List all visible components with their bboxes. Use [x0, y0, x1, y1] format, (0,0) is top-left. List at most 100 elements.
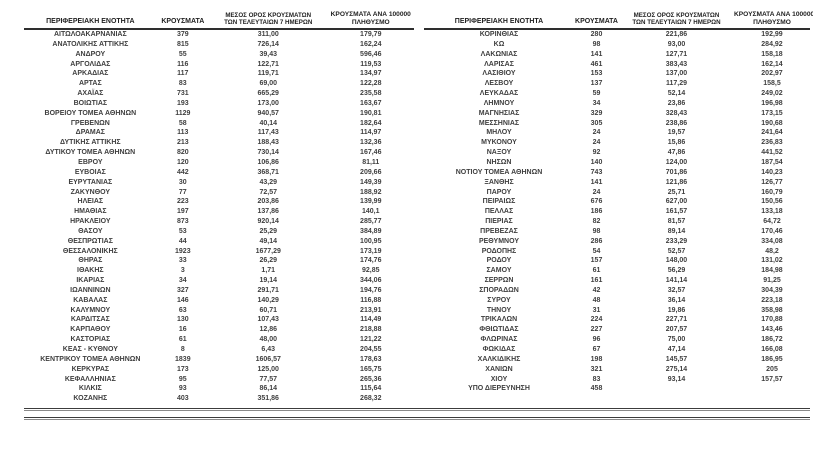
- cases-cell: 198: [590, 355, 603, 363]
- cases-cell: 58: [178, 119, 187, 127]
- left-table-body: ΑΙΤΩΛΟΑΚΑΡΝΑΝΙΑΣ 379 311,00 179,79 ΑΝΑΤΟ…: [24, 29, 414, 404]
- table-row: ΠΕΛΛΑΣ 186 161,57 133,18: [424, 207, 810, 217]
- per100k-cell: 223,18: [761, 296, 783, 304]
- per100k-cell: 158,5: [763, 80, 781, 88]
- cases-cell: 120: [176, 158, 189, 166]
- per100k-cell: 190,68: [761, 119, 783, 127]
- region-cell: ΞΑΝΘΗΣ: [484, 178, 514, 186]
- cases-cell: 59: [592, 90, 601, 98]
- region-cell: ΔΥΤΙΚΟΥ ΤΟΜΕΑ ΑΘΗΝΩΝ: [45, 149, 136, 157]
- per100k-cell: 174,76: [360, 257, 382, 265]
- avg7-cell: 15,86: [667, 139, 686, 147]
- avg7-cell: 137,00: [665, 70, 688, 78]
- table-row: ΔΥΤΙΚΗΣ ΑΤΤΙΚΗΣ 213 188,43 132,36: [24, 138, 414, 148]
- column-header-region: ΠΕΡΙΦΕΡΕΙΑΚΗ ΕΝΟΤΗΤΑ: [24, 6, 157, 30]
- per100k-cell: 158,18: [761, 50, 783, 58]
- table-row: ΜΕΣΣΗΝΙΑΣ 305 238,86 190,68: [424, 119, 810, 129]
- region-cell: ΚΕΝΤΡΙΚΟΥ ΤΟΜΕΑ ΑΘΗΝΩΝ: [40, 355, 141, 363]
- column-header-per100k-line1: ΚΡΟΥΣΜΑΤΑ ΑΝΑ 100000: [734, 11, 813, 18]
- per100k-cell: 209,66: [360, 168, 382, 176]
- avg7-cell: 137,86: [257, 208, 279, 216]
- cases-cell: 16: [178, 326, 187, 334]
- cases-cell: 33: [178, 257, 187, 265]
- avg7-cell: 81,57: [667, 218, 686, 226]
- region-cell: ΝΗΣΩΝ: [486, 158, 512, 166]
- column-header-cases: ΚΡΟΥΣΜΑΤΑ: [156, 6, 209, 30]
- cases-cell: 34: [592, 99, 601, 107]
- avg7-cell: 291,71: [257, 286, 279, 294]
- cases-cell: 113: [177, 129, 189, 137]
- region-cell: ΡΟΔΟΠΗΣ: [481, 247, 517, 255]
- column-header-avg7-line1: ΜΕΣΟΣ ΟΡΟΣ ΚΡΟΥΣΜΑΤΩΝ: [633, 12, 720, 19]
- table-row: ΑΙΤΩΛΟΑΚΑΡΝΑΝΙΑΣ 379 311,00 179,79: [24, 29, 414, 40]
- per100k-cell: 202,97: [761, 70, 783, 78]
- table-row: ΙΘΑΚΗΣ 3 1,71 92,85: [24, 266, 414, 276]
- cases-cell: 24: [592, 129, 601, 137]
- region-cell: ΗΜΑΘΙΑΣ: [74, 208, 107, 216]
- per100k-cell: 173,19: [360, 247, 382, 255]
- region-cell: ΗΛΕΙΑΣ: [77, 198, 104, 206]
- region-cell: ΚΑΡΠΑΘΟΥ: [70, 326, 111, 334]
- per100k-cell: 140,1: [362, 208, 380, 216]
- avg7-cell: 72,57: [259, 188, 277, 196]
- avg7-cell: 43,29: [259, 178, 277, 186]
- column-header-avg7: ΜΕΣΟΣ ΟΡΟΣ ΚΡΟΥΣΜΑΤΩΝ ΤΩΝ ΤΕΛΕΥΤΑΙΩΝ 7 Η…: [208, 6, 328, 30]
- table-row: ΑΝΑΤΟΛΙΚΗΣ ΑΤΤΙΚΗΣ 815 726,14 162,24: [24, 40, 414, 50]
- cases-cell: 223: [176, 198, 189, 206]
- cases-cell: 141: [590, 50, 603, 58]
- table-row: ΡΕΘΥΜΝΟΥ 286 233,29 334,08: [424, 237, 810, 247]
- cases-cell: 61: [178, 336, 187, 344]
- region-cell: ΘΕΣΣΑΛΟΝΙΚΗΣ: [62, 247, 118, 255]
- cases-cell: 53: [178, 227, 187, 235]
- cases-cell: 24: [592, 139, 601, 147]
- region-cell: ΛΑΡΙΣΑΣ: [484, 60, 514, 68]
- region-cell: ΚΑΡΔΙΤΣΑΣ: [70, 316, 110, 324]
- region-cell: ΠΡΕΒΕΖΑΣ: [480, 227, 518, 235]
- per100k-cell: 64,72: [763, 218, 781, 226]
- avg7-cell: 238,86: [665, 119, 688, 127]
- per100k-cell: 143,46: [761, 326, 783, 334]
- table-row: ΣΑΜΟΥ 61 56,29 184,98: [424, 266, 810, 276]
- region-cell: ΑΡΓΟΛΙΔΑΣ: [70, 60, 111, 68]
- region-cell: ΙΩΑΝΝΙΝΩΝ: [70, 286, 111, 294]
- table-row: ΒΟΡΕΙΟΥ ΤΟΜΕΑ ΑΘΗΝΩΝ 1129 940,57 190,81: [24, 109, 414, 119]
- region-cell: ΚΕΑΣ - ΚΥΘΝΟΥ: [62, 346, 118, 353]
- cases-cell: 61: [592, 267, 601, 275]
- avg7-cell: 125,00: [257, 365, 279, 373]
- avg7-cell: 145,57: [665, 355, 688, 363]
- avg7-cell: 627,00: [665, 198, 688, 206]
- cases-cell: 95: [178, 375, 187, 383]
- column-header-region: ΠΕΡΙΦΕΡΕΙΑΚΗ ΕΝΟΤΗΤΑ: [424, 6, 574, 30]
- avg7-cell: 19,86: [667, 306, 686, 314]
- per100k-cell: 165,75: [360, 365, 382, 373]
- table-row: ΑΧΑΪΑΣ 731 665,29 235,58: [24, 89, 414, 99]
- cases-cell: 227: [590, 326, 603, 334]
- region-cell: ΦΛΩΡΙΝΑΣ: [480, 336, 518, 344]
- per100k-cell: 133,18: [761, 208, 783, 216]
- region-cell: ΤΗΝΟΥ: [486, 306, 512, 314]
- region-cell: ΚΑΛΥΜΝΟΥ: [70, 306, 111, 314]
- table-row: ΑΝΔΡΟΥ 55 39,43 596,46: [24, 50, 414, 60]
- per100k-cell: 187,54: [761, 158, 783, 166]
- cases-cell: 1129: [175, 109, 191, 117]
- table-row: ΚΩ 98 93,00 284,92: [424, 40, 810, 50]
- per100k-cell: 100,95: [360, 237, 382, 245]
- column-header-per100k-line2: ΠΛΗΘΥΣΜΟ: [351, 18, 390, 26]
- table-row: ΧΑΝΙΩΝ 321 275,14 205: [424, 365, 810, 375]
- region-cell: ΑΧΑΪΑΣ: [77, 90, 104, 98]
- table-row: ΛΕΥΚΑΔΑΣ 59 52,14 249,02: [424, 89, 810, 99]
- cases-cell: 130: [176, 316, 189, 324]
- per100k-cell: 235,58: [360, 90, 382, 98]
- cases-cell: 98: [592, 40, 601, 48]
- per100k-cell: 218,88: [360, 326, 382, 334]
- region-cell: ΘΗΡΑΣ: [78, 257, 103, 265]
- avg7-cell: 117,29: [665, 80, 688, 88]
- table-row: ΚΕΦΑΛΛΗΝΙΑΣ 95 77,57 265,36: [24, 375, 414, 385]
- region-cell: ΧΙΟΥ: [490, 375, 508, 383]
- cases-cell: 48: [592, 296, 601, 304]
- table-row: ΜΗΛΟΥ 24 19,57 241,64: [424, 128, 810, 138]
- per100k-cell: 182,64: [360, 119, 382, 127]
- avg7-cell: 25,71: [667, 188, 686, 196]
- per100k-cell: 131,02: [761, 257, 783, 265]
- avg7-cell: 173,00: [257, 99, 279, 107]
